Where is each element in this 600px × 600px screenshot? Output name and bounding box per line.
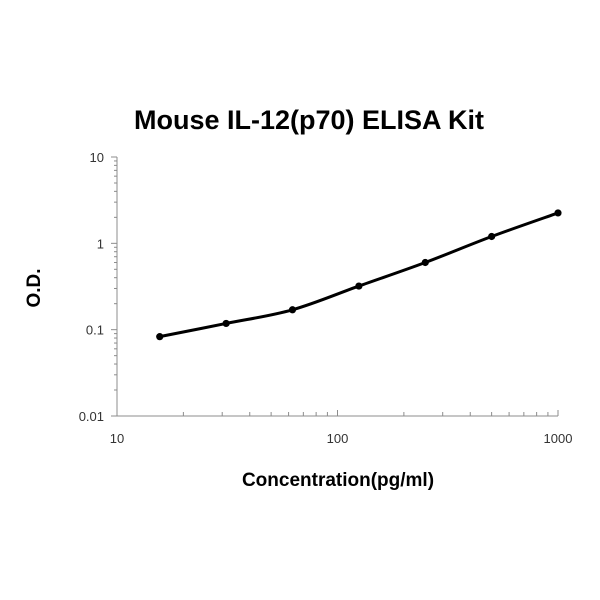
y-tick-label: 1 — [97, 236, 104, 251]
chart-title: Mouse IL-12(p70) ELISA Kit — [134, 105, 484, 135]
data-point — [355, 282, 363, 290]
x-axis-label: Concentration(pg/ml) — [242, 470, 434, 491]
data-point — [288, 306, 297, 314]
data-point — [222, 319, 230, 328]
y-axis-ticks — [111, 156, 117, 417]
fit-curve — [158, 211, 560, 339]
data-point — [488, 232, 496, 241]
y-tick-label: 0.01 — [79, 409, 104, 424]
x-tick-label: 1000 — [544, 431, 573, 446]
x-axis-ticks — [116, 410, 559, 416]
data-point — [156, 333, 164, 341]
plot-area: 0.01 0.1 1 10 10 100 1000 — [79, 150, 573, 446]
data-points — [156, 209, 562, 341]
x-tick-label: 10 — [110, 431, 124, 446]
x-tick-label: 100 — [327, 431, 349, 446]
y-axis-label: O.D. — [24, 268, 45, 307]
y-tick-label: 10 — [90, 150, 104, 165]
data-point — [554, 209, 562, 217]
y-axis-tick-labels: 0.01 0.1 1 10 — [79, 150, 104, 424]
data-point — [421, 258, 429, 267]
x-axis-tick-labels: 10 100 1000 — [110, 431, 573, 446]
y-tick-label: 0.1 — [86, 323, 104, 338]
